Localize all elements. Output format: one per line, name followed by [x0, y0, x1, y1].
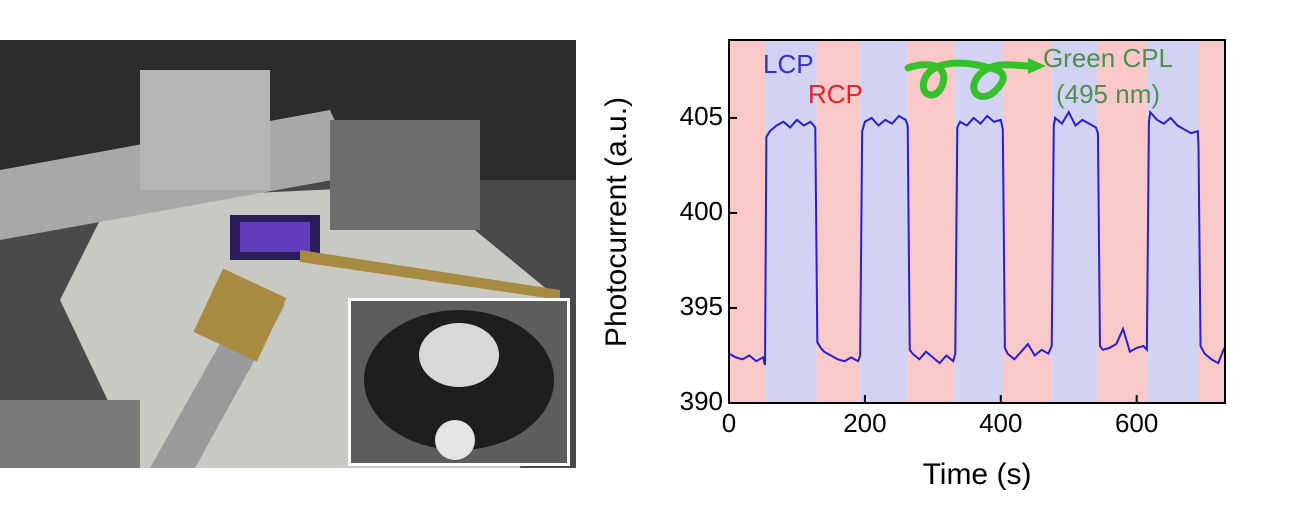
annotation: RCP [808, 79, 863, 109]
region [954, 40, 1003, 403]
region [1051, 40, 1098, 403]
cpl-icon [904, 58, 1046, 100]
data-line [728, 109, 1226, 366]
annotation: Green CPL [1043, 43, 1173, 73]
y-tick-label: 395 [680, 291, 723, 321]
region [1198, 40, 1225, 403]
x-axis-label: Time (s) [923, 458, 1032, 491]
x-tick-label: 400 [979, 408, 1022, 438]
region [1097, 40, 1147, 403]
x-tick-label: 0 [722, 408, 736, 438]
y-tick-label: 405 [680, 101, 723, 131]
photo [0, 40, 576, 468]
x-tick-label: 600 [1115, 408, 1158, 438]
y-tick-label: 400 [680, 196, 723, 226]
y-axis-label: Photocurrent (a.u.) [600, 97, 633, 347]
annotation: (495 nm) [1056, 79, 1160, 109]
x-tick-label: 200 [843, 408, 886, 438]
annotation: LCP [763, 49, 814, 79]
region [729, 40, 766, 403]
plot-area: 390 395 400 405 0 200 400 600 [680, 39, 1226, 438]
y-tick-label: 390 [680, 386, 723, 416]
region [765, 40, 817, 403]
region [907, 40, 955, 403]
region [816, 40, 861, 403]
region [1146, 40, 1199, 403]
region [1002, 40, 1052, 403]
region [860, 40, 908, 403]
plot-frame [728, 39, 1226, 404]
